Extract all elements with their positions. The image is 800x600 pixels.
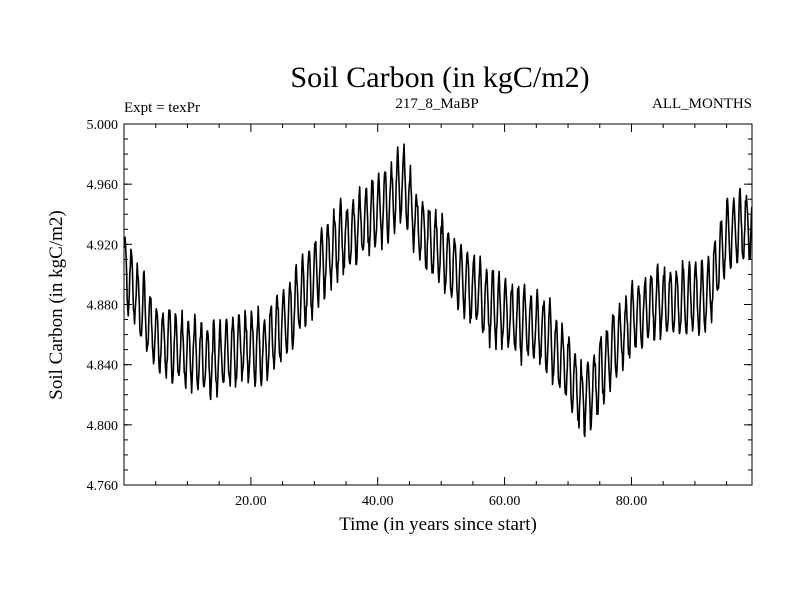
y-tick-label: 4.760 xyxy=(87,479,119,494)
x-tick-label: 20.00 xyxy=(235,494,267,509)
y-tick-label: 4.920 xyxy=(87,238,119,253)
y-tick-label: 4.840 xyxy=(87,359,119,374)
x-axis-label: Time (in years since start) xyxy=(339,514,537,535)
y-axis-label: Soil Carbon (in kgC/m2) xyxy=(46,210,67,399)
experiment-label: Expt = texPr xyxy=(124,100,200,116)
y-tick-label: 4.800 xyxy=(87,419,119,434)
series-layer xyxy=(123,143,753,438)
period-label: 217_8_MaBP xyxy=(395,96,478,112)
x-tick-label: 40.00 xyxy=(362,494,394,509)
y-tick-label: 4.960 xyxy=(87,178,119,193)
chart-title: Soil Carbon (in kgC/m2) xyxy=(290,61,589,94)
y-tick-label: 5.000 xyxy=(87,118,119,133)
series-line xyxy=(123,143,753,438)
y-tick-label: 4.880 xyxy=(87,299,119,314)
x-tick-label: 60.00 xyxy=(489,494,521,509)
plot-frame xyxy=(123,123,753,486)
x-axis-ticks: 20.00 40.00 60.00 80.00 xyxy=(155,124,728,509)
months-label: ALL_MONTHS xyxy=(652,96,752,112)
x-tick-label: 80.00 xyxy=(616,494,648,509)
